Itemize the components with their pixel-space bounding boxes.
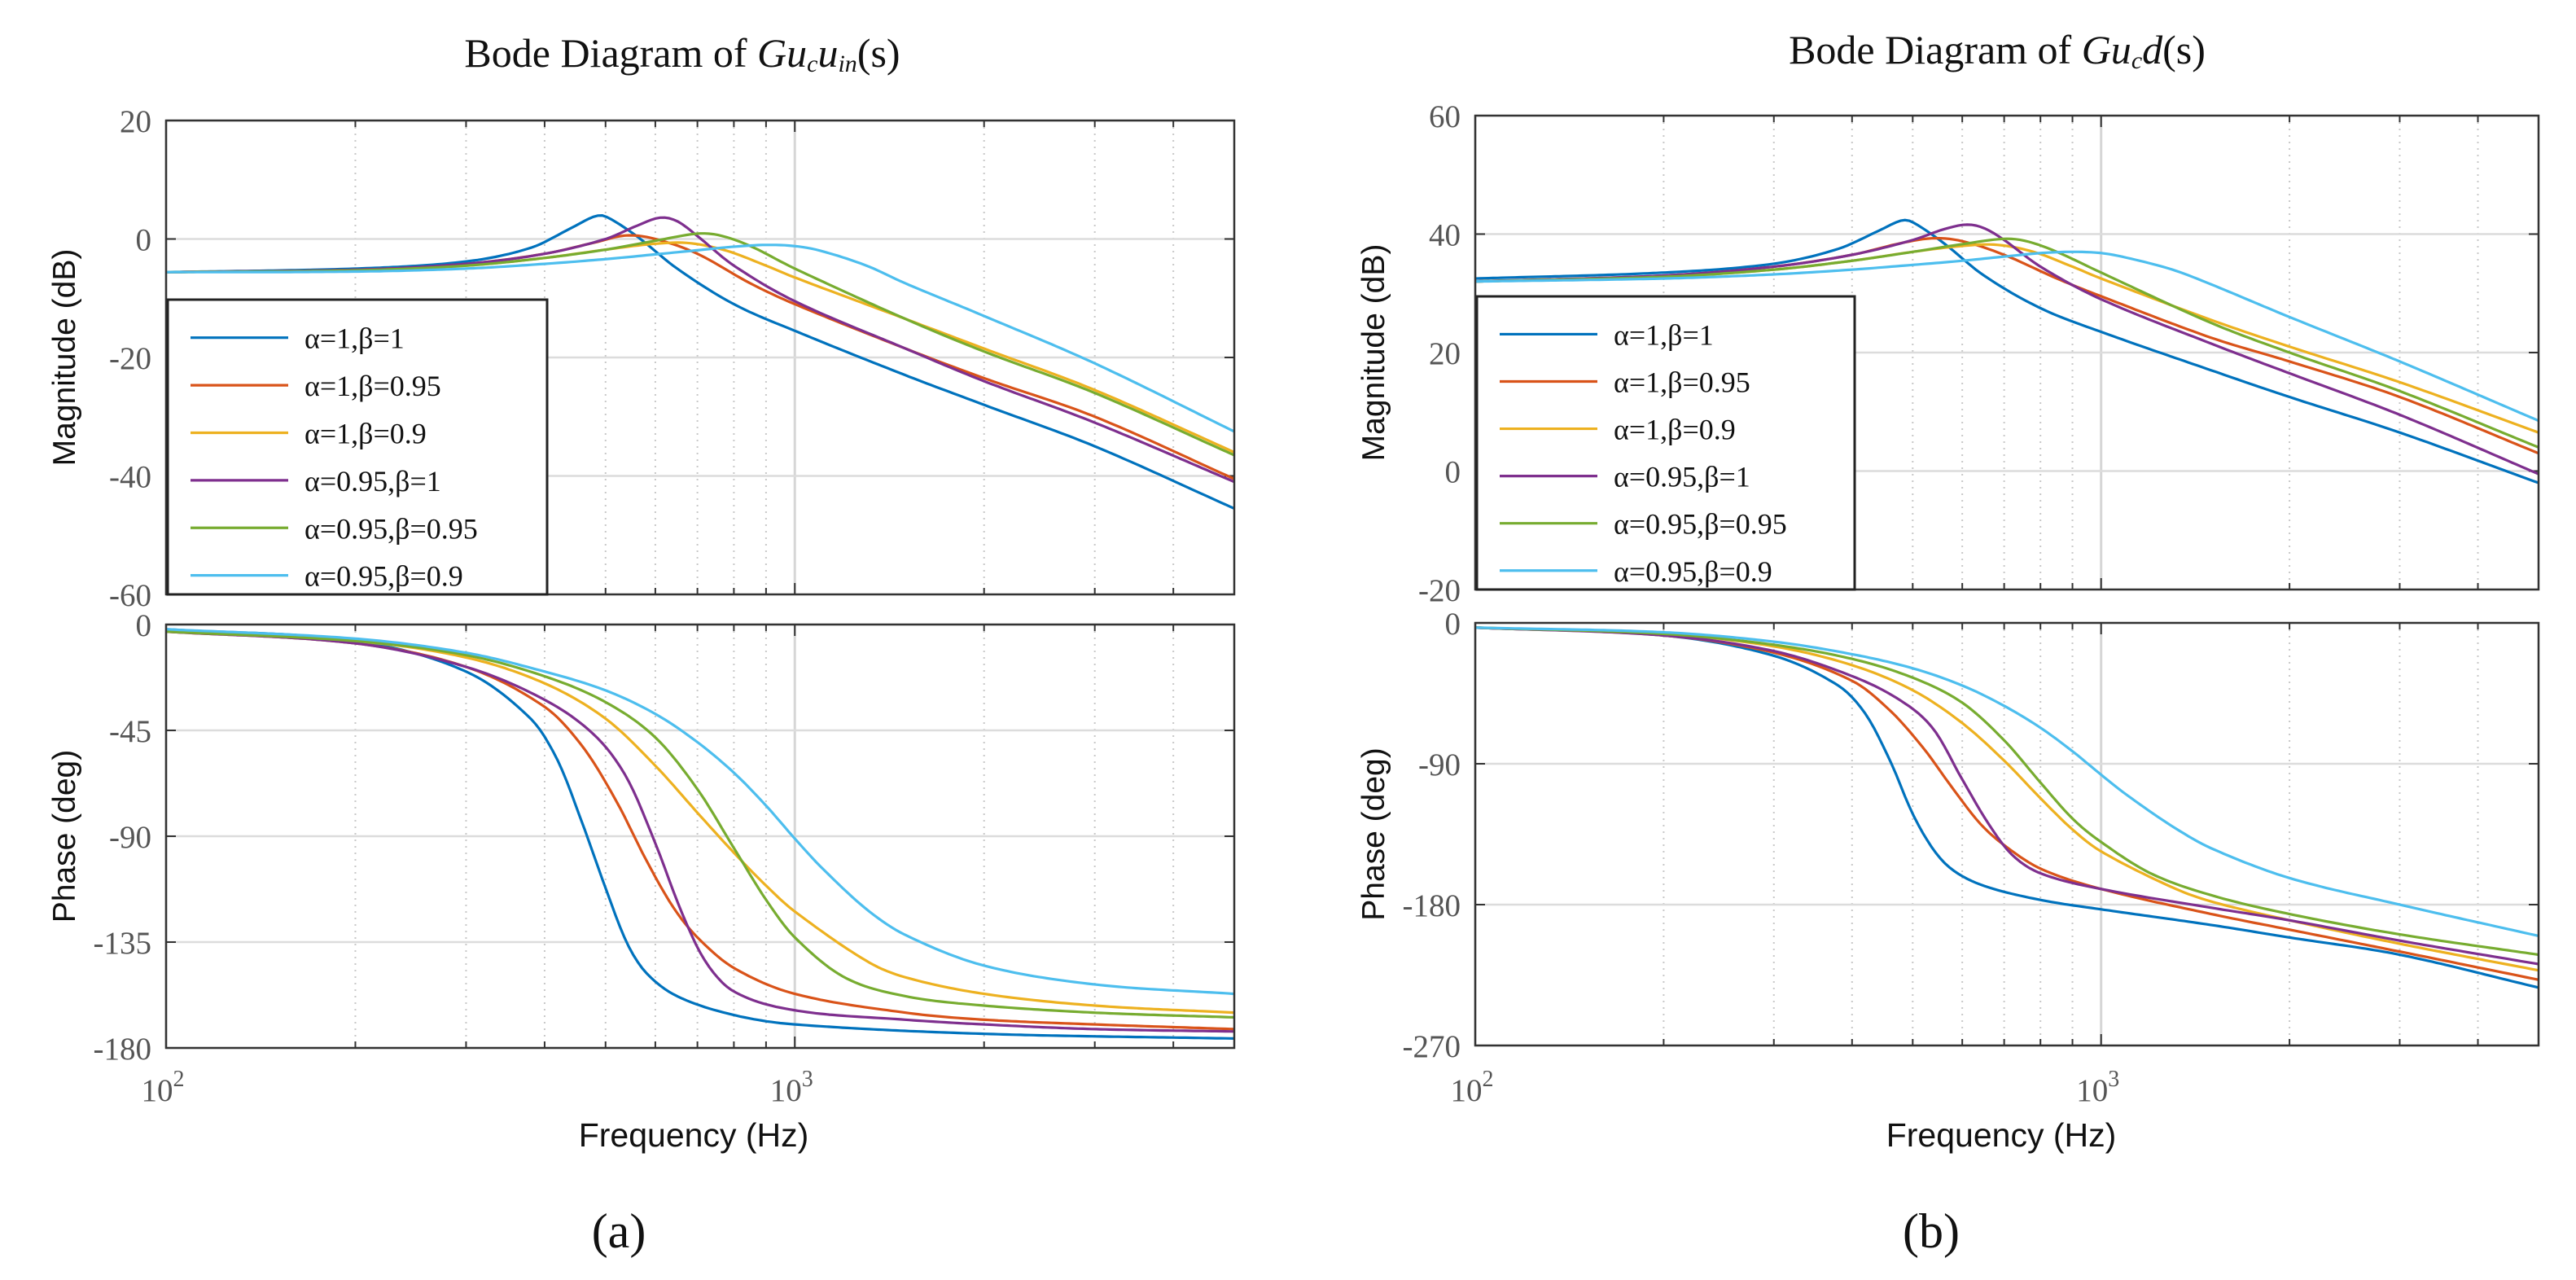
panel-a-magnitude-axes: 20 0 -20 -40 -60 Magnitude (dB) α=1,β=1 α=1,β=0… bbox=[47, 104, 1236, 613]
a-phase-series-line-4 bbox=[166, 630, 1234, 1033]
a-legend-box bbox=[166, 298, 549, 596]
b-magnitude-ytick-label: 0 bbox=[1445, 455, 1461, 490]
a-legend-label-4: α=0.95,β=1 bbox=[304, 465, 441, 498]
b-legend-label-4: α=0.95,β=1 bbox=[1614, 461, 1750, 493]
panel-a: Bode Diagram of Gucuin(s) 20 0 -20 -40 -60 Ma… bbox=[47, 30, 1236, 1258]
b-magnitude-series-line-6 bbox=[1475, 250, 2539, 423]
panel-b-phase-axes: 0 -90 -180 -270 Phase (deg) 102 103 Frequency (… bbox=[1356, 607, 2540, 1154]
b-legend-label-3: α=1,β=0.9 bbox=[1614, 414, 1736, 446]
b-phase-series-line-5 bbox=[1475, 626, 2539, 957]
a-magnitude-series-line-6 bbox=[166, 243, 1234, 433]
b-legend-label-5: α=0.95,β=0.95 bbox=[1614, 508, 1787, 541]
a-phase-ytick-label: -135 bbox=[94, 926, 152, 961]
b-magnitude-frame bbox=[1474, 114, 2540, 591]
a-phase-series-line-6 bbox=[166, 628, 1234, 996]
a-legend-label-2: α=1,β=0.95 bbox=[304, 370, 441, 402]
a-phase-ytick-label: 0 bbox=[136, 608, 152, 643]
a-xlabel: Frequency (Hz) bbox=[579, 1116, 809, 1154]
panel-a-title: Bode Diagram of Gucuin(s) bbox=[464, 30, 900, 77]
b-magnitude-ytick-label: 60 bbox=[1429, 99, 1461, 134]
a-legend-label-1: α=1,β=1 bbox=[304, 322, 405, 355]
a-phase-ytick-label: -180 bbox=[94, 1032, 152, 1067]
b-xtick-label: 103 bbox=[2076, 1067, 2119, 1108]
b-magnitude-ytick-label: 20 bbox=[1429, 336, 1461, 371]
b-legend: α=1,β=1 α=1,β=0.95 α=1,β=0.9 α=0.95,β=1 α=0.… bbox=[1475, 295, 1856, 591]
b-phase-series-line-2 bbox=[1475, 626, 2539, 981]
b-phase-ylabel: Phase (deg) bbox=[1356, 747, 1391, 920]
a-phase-series-line-5 bbox=[166, 630, 1234, 1019]
a-phase-ytick-label: -90 bbox=[109, 820, 151, 855]
panel-b-magnitude-axes: 60 40 20 0 -20 Magnitude (dB) α=1,β=1 α=1,β=0.9… bbox=[1356, 99, 2540, 608]
b-magnitude-ylabel: Magnitude (dB) bbox=[1356, 244, 1391, 462]
b-phase-series-line-4 bbox=[1475, 626, 2539, 966]
a-magnitude-ytick-label: -40 bbox=[109, 460, 151, 495]
b-magnitude-series-line-1 bbox=[1475, 218, 2539, 484]
a-magnitude-ytick-label: 0 bbox=[136, 223, 152, 258]
b-phase-ytick-label: -180 bbox=[1403, 888, 1461, 923]
a-legend-label-3: α=1,β=0.9 bbox=[304, 417, 427, 449]
a-magnitude-ytick-label: -20 bbox=[109, 341, 151, 376]
b-xtick-label: 102 bbox=[1451, 1067, 1494, 1108]
a-phase-series-line-2 bbox=[166, 630, 1234, 1031]
b-phase-series-line-1 bbox=[1475, 626, 2539, 989]
panel-a-caption: (a) bbox=[592, 1204, 646, 1258]
b-phase-ytick-label: 0 bbox=[1445, 607, 1461, 642]
b-phase-series-line-6 bbox=[1475, 626, 2539, 937]
a-legend-label-6: α=0.95,β=0.9 bbox=[304, 560, 463, 593]
panel-b-caption: (b) bbox=[1903, 1204, 1960, 1258]
panel-b-title: Bode Diagram of Gucd(s) bbox=[1789, 27, 2206, 74]
a-legend-label-5: α=0.95,β=0.95 bbox=[304, 512, 478, 545]
a-phase-ytick-label: -45 bbox=[109, 714, 151, 749]
a-phase-frame bbox=[164, 623, 1236, 1050]
b-legend-label-6: α=0.95,β=0.9 bbox=[1614, 555, 1772, 588]
b-xlabel: Frequency (Hz) bbox=[1886, 1116, 2117, 1154]
a-phase-series-line-3 bbox=[166, 630, 1234, 1015]
a-magnitude-ylabel: Magnitude (dB) bbox=[47, 249, 82, 467]
b-legend-box bbox=[1475, 295, 1856, 591]
a-xtick-label: 103 bbox=[770, 1067, 813, 1108]
b-magnitude-ytick-label: -20 bbox=[1418, 573, 1461, 608]
b-phase-ytick-label: -270 bbox=[1403, 1029, 1461, 1064]
a-phase-ylabel: Phase (deg) bbox=[47, 750, 82, 923]
b-legend-label-2: α=1,β=0.95 bbox=[1614, 366, 1750, 399]
b-phase-series-line-3 bbox=[1475, 626, 2539, 972]
a-xtick-label: 102 bbox=[142, 1067, 185, 1108]
b-phase-frame bbox=[1474, 621, 2540, 1047]
b-legend-label-1: α=1,β=1 bbox=[1614, 318, 1714, 351]
a-magnitude-ytick-label: 20 bbox=[120, 104, 151, 139]
a-magnitude-ytick-label: -60 bbox=[109, 578, 151, 613]
a-phase-series-line-1 bbox=[166, 628, 1234, 1040]
b-magnitude-series-line-5 bbox=[1475, 237, 2539, 449]
b-phase-ytick-label: -90 bbox=[1418, 747, 1461, 782]
panel-b: Bode Diagram of Gucd(s) 6040200-20Magnit… bbox=[1356, 27, 2540, 1258]
a-legend: α=1,β=1 α=1,β=0.95 α=1,β=0.9 α=0.95,β=1 α=0.… bbox=[166, 298, 549, 596]
b-magnitude-ytick-label: 40 bbox=[1429, 218, 1461, 253]
a-magnitude-frame bbox=[164, 119, 1236, 596]
panel-a-phase-axes: 0 -45 -90 -135 -180 Phase (deg) 102 103 Frequenc… bbox=[47, 608, 1236, 1154]
